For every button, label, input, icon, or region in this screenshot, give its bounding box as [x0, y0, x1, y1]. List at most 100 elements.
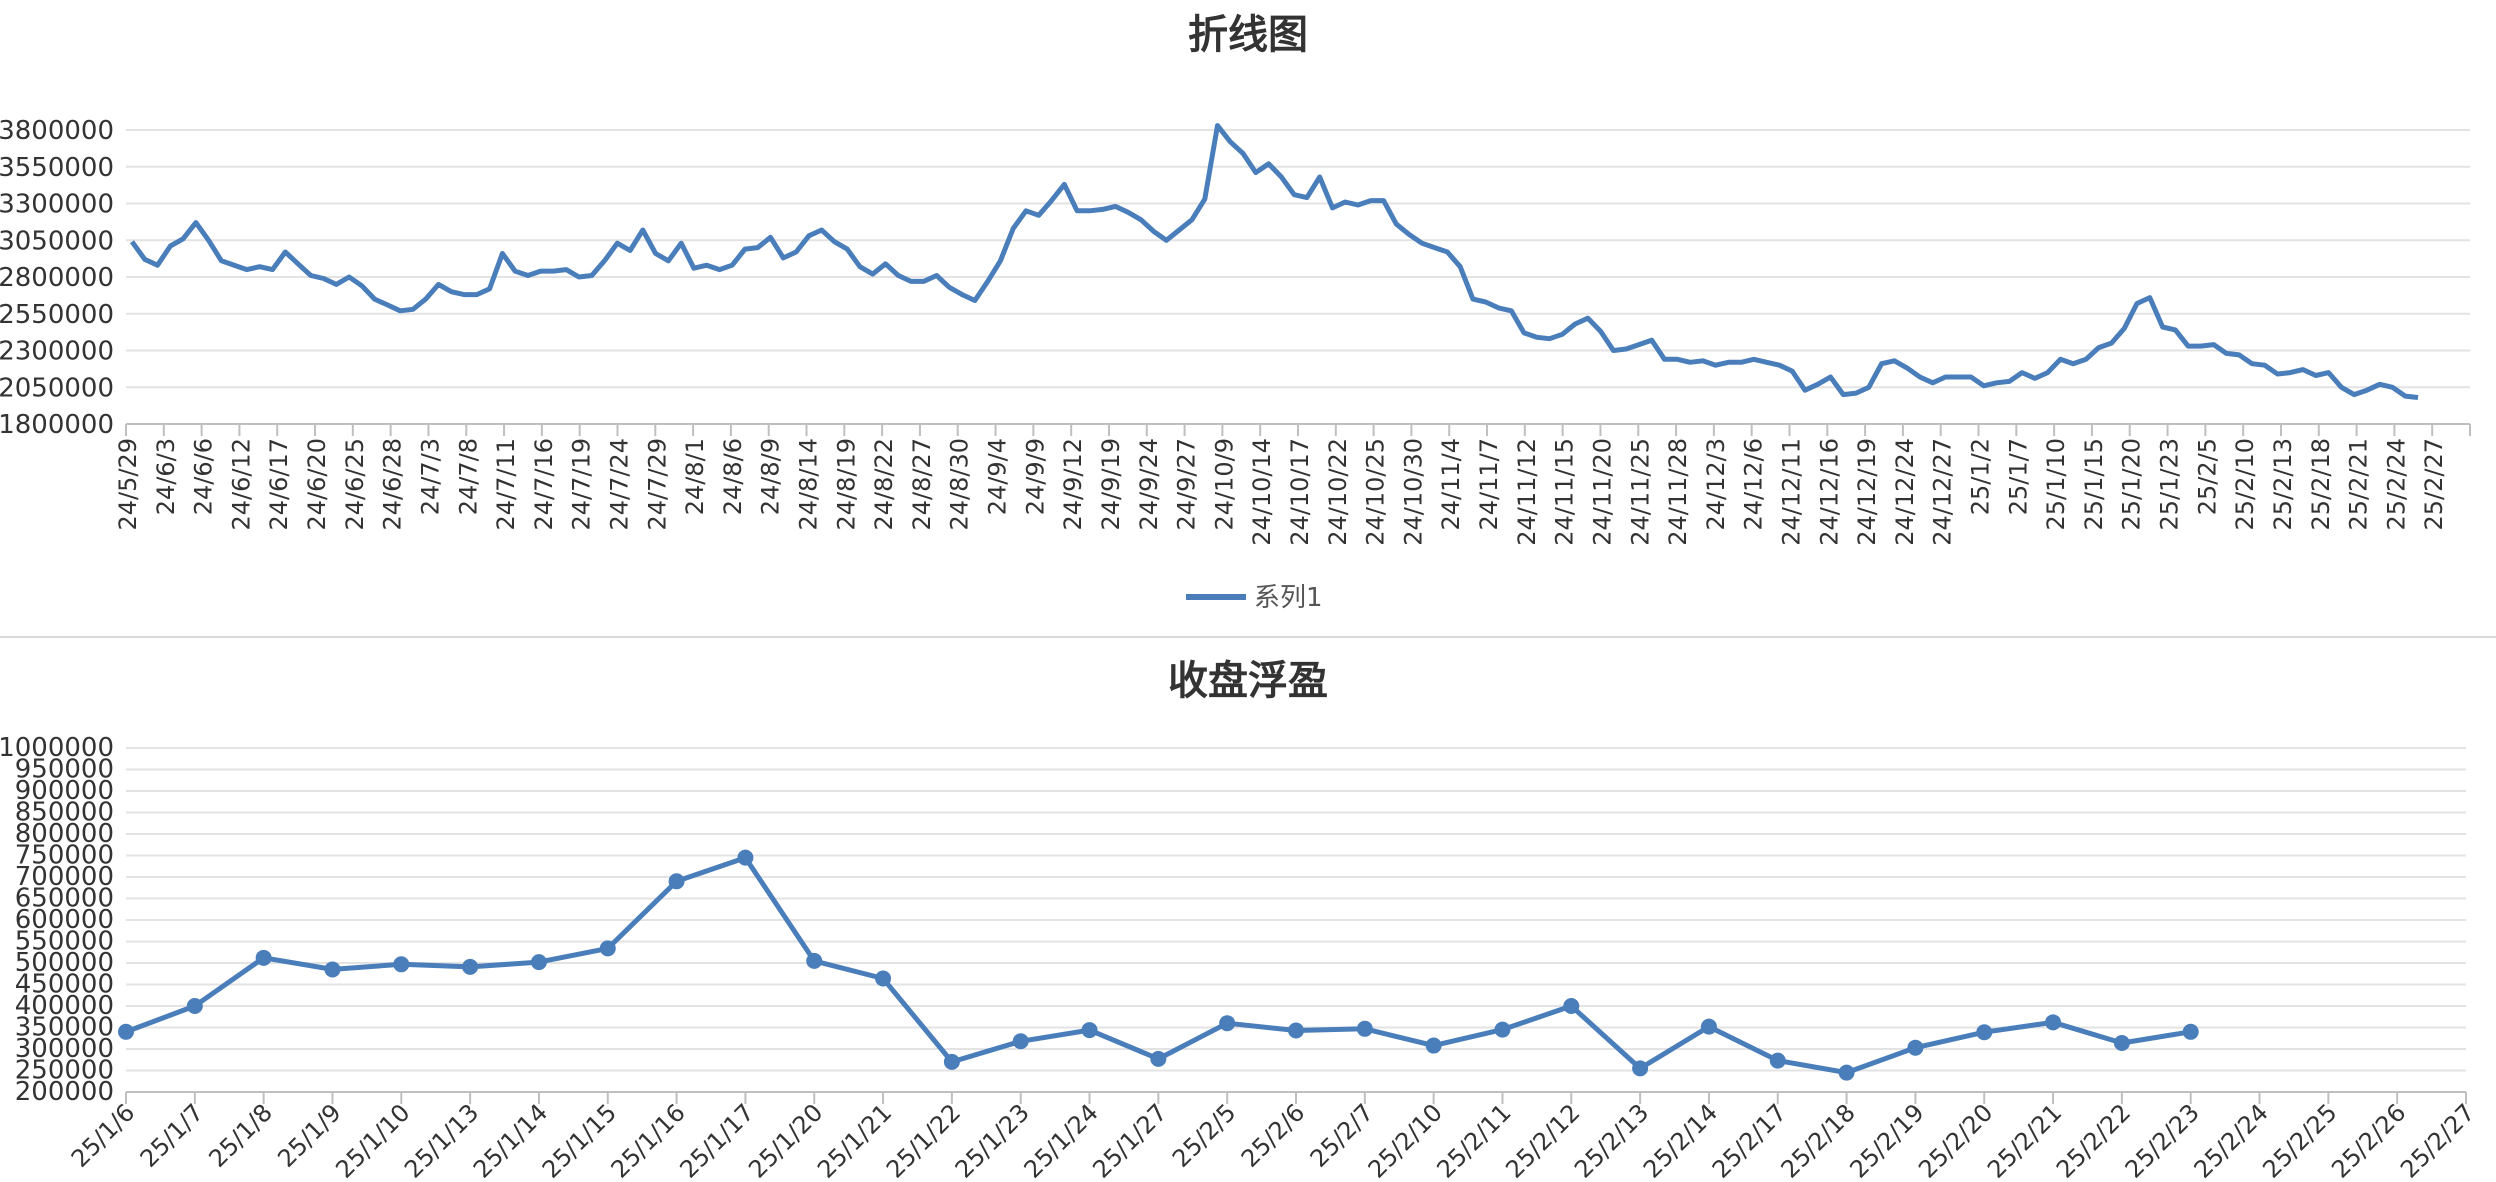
x-tick-label: 25/2/13	[2269, 438, 2297, 531]
x-tick-label: 24/10/14	[1248, 438, 1276, 546]
x-tick-label: 25/2/14	[1638, 1098, 1723, 1182]
profit-chart-panel: 收盘浮盈 200000 250000 300000 350000 400000 45000…	[0, 638, 2496, 1182]
legend: 系列1	[1186, 583, 1323, 613]
x-tick-label: 24/8/19	[832, 438, 860, 531]
x-tick-label: 24/12/16	[1815, 438, 1843, 546]
data-point-marker	[2182, 1023, 2199, 1040]
y-tick-label: 600000	[15, 905, 114, 935]
x-tick-label: 24/11/4	[1437, 438, 1465, 531]
series-line	[129, 123, 2419, 400]
x-tick-label: 25/1/16	[606, 1098, 691, 1182]
data-point-marker	[1219, 1015, 1236, 1032]
y-tick-label: 1000000	[0, 733, 114, 763]
x-tick-label: 25/1/10	[2042, 438, 2070, 531]
x-tick-label: 24/9/27	[1173, 438, 1201, 531]
data-point-marker	[393, 956, 410, 973]
series-line	[125, 855, 2192, 1076]
legend-label: 系列1	[1254, 583, 1323, 613]
x-tick-label: 24/9/12	[1059, 438, 1087, 531]
x-tick-label: 24/7/29	[643, 438, 671, 531]
x-tick-label: 25/2/13	[1569, 1098, 1654, 1182]
x-tick-label: 24/11/28	[1664, 438, 1692, 546]
x-tick-label: 24/12/19	[1853, 438, 1881, 546]
x-tick-label: 24/7/8	[454, 438, 482, 515]
x-tick-label: 25/1/27	[1087, 1098, 1172, 1182]
y-tick-label: 300000	[15, 1034, 114, 1064]
data-point-marker	[2045, 1014, 2062, 1031]
data-point-marker	[1081, 1022, 1098, 1039]
profit-chart-svg: 收盘浮盈 20000025000030000035000040000045000…	[0, 658, 2480, 1182]
y-tick-label: 900000	[15, 776, 114, 806]
x-tick-label: 24/10/30	[1399, 438, 1427, 546]
line-chart-svg: 折线图 1800000 2050000 2300000 2550000 2800000 3…	[0, 12, 2471, 613]
x-tick-label: 24/6/25	[341, 438, 369, 531]
x-tick-label: 25/1/20	[743, 1098, 828, 1182]
data-point-marker	[530, 954, 547, 971]
x-tick-label: 25/2/25	[2257, 1098, 2342, 1182]
x-tick-label: 24/9/4	[984, 438, 1012, 515]
y-tick-label: 3550000	[0, 153, 114, 183]
x-tick-label: 25/2/19	[1844, 1098, 1929, 1182]
data-point-marker	[806, 952, 823, 969]
y-tick-label: 400000	[15, 991, 114, 1021]
y-tick-label: 350000	[15, 1013, 114, 1043]
x-tick-label: 24/12/3	[1702, 438, 1730, 531]
data-point-marker	[1563, 998, 1580, 1014]
x-tick-label: 24/6/28	[379, 438, 407, 531]
x-tick-label: 24/11/7	[1475, 438, 1503, 531]
x-tick-label: 25/2/18	[2307, 438, 2335, 531]
x-tick-label: 24/6/3	[152, 438, 180, 515]
x-tick-label: 24/5/29	[114, 438, 142, 531]
data-point-marker	[1288, 1022, 1304, 1039]
y-tick-label: 800000	[15, 819, 114, 849]
chart-title: 折线图	[1188, 12, 1308, 58]
x-tick-label: 24/11/12	[1513, 438, 1541, 546]
x-tick-label: 25/1/20	[2118, 438, 2146, 531]
x-tick-label: 25/1/2	[1967, 438, 1995, 515]
x-tick-label: 25/2/21	[1982, 1098, 2067, 1182]
data-point-marker	[1150, 1050, 1167, 1067]
x-tick-label: 25/2/24	[2382, 438, 2410, 531]
x-tick-label: 24/10/17	[1286, 438, 1314, 546]
x-tick-label: 24/6/12	[227, 438, 255, 531]
x-tick-label: 25/1/17	[674, 1098, 759, 1182]
data-point-marker	[462, 958, 479, 975]
x-tick-label: 25/2/10	[2231, 438, 2259, 531]
data-point-marker	[1356, 1020, 1373, 1037]
x-tick-label: 25/1/15	[2080, 438, 2108, 531]
x-tick-label: 25/1/22	[881, 1098, 966, 1182]
x-tick-label: 24/12/11	[1777, 438, 1805, 546]
data-point-marker	[943, 1053, 960, 1070]
line-chart-panel: 折线图 1800000 2050000 2300000 2550000 2800000 3…	[0, 12, 2471, 613]
y-tick-label: 3800000	[0, 116, 114, 146]
x-tick-label: 24/8/22	[870, 438, 898, 531]
x-tick-label: 25/2/11	[1431, 1098, 1516, 1182]
y-tick-label: 2300000	[0, 337, 114, 367]
x-tick-label: 24/11/25	[1626, 438, 1654, 546]
x-tick-label: 24/9/9	[1021, 438, 1049, 515]
x-tick-label: 25/2/12	[1500, 1098, 1585, 1182]
x-tick-label: 25/2/18	[1776, 1098, 1861, 1182]
x-tick-label: 24/7/16	[530, 438, 558, 531]
x-tick-label: 24/11/15	[1551, 438, 1579, 546]
data-point-marker	[324, 961, 341, 978]
x-tick-label: 24/10/25	[1362, 438, 1390, 546]
x-tick-label: 25/1/15	[537, 1098, 622, 1182]
x-tick-label: 24/7/19	[568, 438, 596, 531]
x-tick-label: 24/7/24	[605, 438, 633, 531]
y-tick-label: 2550000	[0, 300, 114, 330]
x-tick-label: 24/8/27	[908, 438, 936, 531]
data-point-marker	[599, 940, 616, 957]
x-tick-label: 25/1/24	[1019, 1098, 1104, 1182]
x-tick-label: 25/1/23	[950, 1098, 1035, 1182]
chart-title: 收盘浮盈	[1168, 658, 1328, 704]
x-tick-label: 25/2/23	[2120, 1098, 2205, 1182]
x-tick-label: 24/12/6	[1740, 438, 1768, 531]
y-tick-label: 950000	[15, 755, 114, 785]
y-tick-label: 200000	[15, 1077, 114, 1107]
x-tick-label: 24/7/11	[492, 438, 520, 531]
x-tick-label: 24/9/24	[1135, 438, 1163, 531]
y-tick-label: 2050000	[0, 373, 114, 403]
data-point-marker	[118, 1023, 134, 1040]
data-point-marker	[1632, 1060, 1649, 1077]
